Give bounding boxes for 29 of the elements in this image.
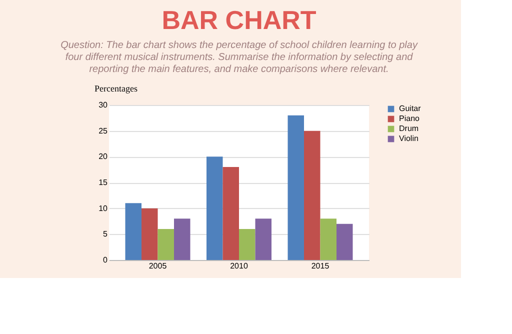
bar bbox=[304, 130, 320, 260]
chart-title: BAR CHART bbox=[162, 5, 316, 35]
bar bbox=[320, 218, 336, 260]
bar bbox=[174, 218, 190, 260]
legend-label: Guitar bbox=[399, 104, 422, 113]
bar bbox=[142, 208, 158, 260]
bar bbox=[222, 167, 239, 260]
legend-label: Piano bbox=[399, 114, 420, 123]
y-tick-label: 5 bbox=[103, 230, 108, 239]
bar bbox=[125, 203, 142, 260]
y-tick-label: 30 bbox=[98, 100, 108, 110]
bar bbox=[206, 156, 223, 260]
y-tick-label: 0 bbox=[103, 256, 108, 264]
bar bbox=[255, 218, 272, 260]
y-axis-title: Percentages bbox=[94, 84, 138, 94]
y-tick-label: 10 bbox=[98, 204, 108, 213]
legend-label: Drum bbox=[399, 124, 419, 133]
bar bbox=[336, 224, 353, 260]
legend-label: Violin bbox=[399, 134, 418, 143]
x-tick-label: 2010 bbox=[230, 262, 248, 270]
bar bbox=[158, 229, 174, 260]
chart-subtitle: Question: The bar chart shows the percentage of school children learning to play four different musical instruments. Summarise the information by selecting and reporting the main features, and make comparisons where relevant. bbox=[60, 40, 418, 75]
x-tick-label: 2005 bbox=[148, 262, 168, 270]
bar bbox=[239, 229, 256, 260]
bar bbox=[288, 115, 304, 260]
y-tick-label: 15 bbox=[98, 178, 108, 187]
y-tick-label: 25 bbox=[98, 126, 108, 136]
x-tick-label: 2015 bbox=[311, 262, 330, 270]
y-tick-label: 20 bbox=[98, 152, 108, 162]
